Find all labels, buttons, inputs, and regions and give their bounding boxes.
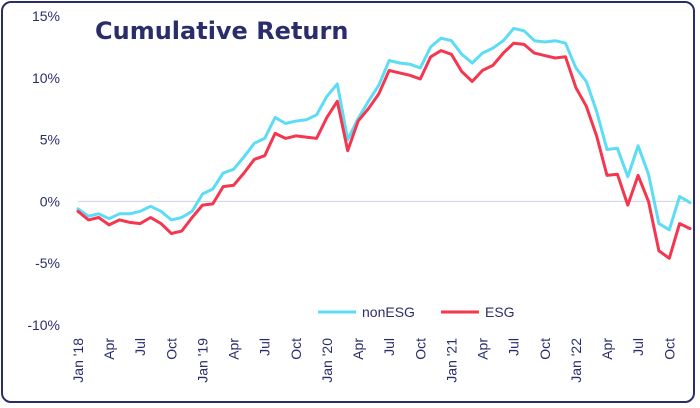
- x-tick-label: Oct: [412, 338, 428, 360]
- x-tick-label: Jul: [132, 338, 148, 356]
- legend-label-nonesg: nonESG: [362, 304, 415, 320]
- chart-title: Cumulative Return: [95, 17, 349, 45]
- x-tick-label: Jan '19: [194, 338, 210, 383]
- series-lines: [76, 26, 692, 260]
- x-tick-label: Jul: [506, 338, 522, 356]
- x-tick-label: Oct: [288, 338, 304, 360]
- legend-label-esg: ESG: [485, 304, 515, 320]
- x-tick-label: Oct: [661, 338, 677, 360]
- x-tick-label: Oct: [537, 338, 553, 360]
- y-tick-label: -10%: [27, 317, 60, 333]
- x-tick-label: Apr: [599, 338, 615, 360]
- x-tick-label: Apr: [475, 338, 491, 360]
- x-tick-label: Apr: [101, 338, 117, 360]
- x-tick-label: Jan '22: [568, 338, 584, 383]
- y-tick-label: 5%: [40, 132, 60, 148]
- series-line-nonesg: [76, 26, 692, 232]
- y-tick-label: 10%: [32, 70, 60, 86]
- x-tick-label: Jan '21: [443, 338, 459, 383]
- x-tick-label: Jan '20: [319, 338, 335, 383]
- series-line-esg: [76, 41, 692, 260]
- x-tick-label: Jul: [257, 338, 273, 356]
- y-tick-label: 0%: [40, 193, 60, 209]
- x-tick-label: Jul: [381, 338, 397, 356]
- x-tick-label: Apr: [226, 338, 242, 360]
- chart-card: Cumulative Return: [1, 1, 695, 403]
- x-tick-label: Jul: [630, 338, 646, 356]
- legend: nonESG ESG: [318, 304, 515, 320]
- y-tick-label: 15%: [32, 8, 60, 24]
- x-tick-label: Oct: [163, 338, 179, 360]
- x-tick-label: Apr: [350, 338, 366, 360]
- y-axis: 15% 10% 5% 0% -5% -10%: [27, 8, 60, 333]
- x-tick-label: Jan '18: [70, 338, 86, 383]
- x-axis: Jan '18 Apr Jul Oct Jan '19 Apr Jul Oct Jan '20 A…: [70, 338, 677, 383]
- y-tick-label: -5%: [35, 255, 60, 271]
